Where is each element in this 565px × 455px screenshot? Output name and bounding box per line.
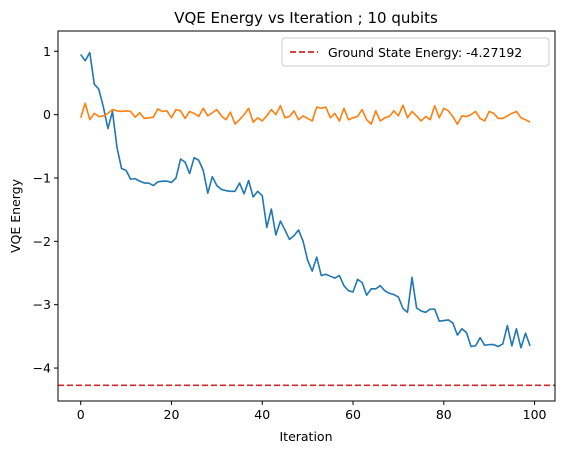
x-tick-label: 20 [164, 407, 180, 422]
y-tick-label: −2 [33, 234, 51, 249]
x-tick-label: 100 [523, 407, 547, 422]
x-tick-label: 80 [436, 407, 452, 422]
plot-frame [57, 30, 556, 402]
legend-box [281, 37, 550, 67]
x-tick-label: 60 [345, 407, 361, 422]
legend-label-ground-state: Ground State Energy: -4.27192 [328, 45, 522, 60]
series-line-2 [79, 102, 531, 125]
chart-title: VQE Energy vs Iteration ; 10 qubits [174, 9, 438, 27]
y-axis: 1 0 −1 −2 −3 −4 [33, 44, 58, 376]
x-axis: 0 20 40 60 80 100 [77, 401, 547, 422]
y-axis-label: VQE Energy [8, 178, 23, 253]
plot-area [57, 30, 556, 402]
y-tick-label: 1 [43, 44, 51, 59]
series-layer [58, 51, 555, 387]
legend: Ground State Energy: -4.27192 [281, 37, 550, 67]
y-tick-label: 0 [43, 107, 51, 122]
x-tick-label: 40 [254, 407, 270, 422]
y-tick-label: −1 [33, 170, 51, 185]
series-line-1 [80, 51, 531, 349]
y-tick-label: −4 [33, 361, 51, 376]
y-tick-label: −3 [33, 297, 51, 312]
x-tick-label: 0 [77, 407, 85, 422]
x-axis-label: Iteration [279, 429, 332, 444]
